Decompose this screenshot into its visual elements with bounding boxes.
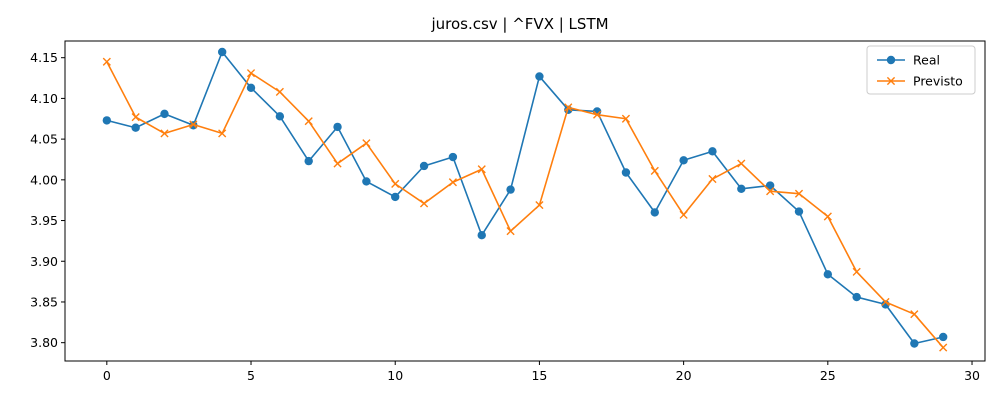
x-tick-label: 20 xyxy=(676,368,692,383)
data-point-previsto xyxy=(160,129,169,138)
y-tick-label: 3.95 xyxy=(30,213,58,228)
data-point-real xyxy=(275,112,285,121)
data-point-real xyxy=(938,332,948,342)
y-tick-label: 4.00 xyxy=(30,172,58,187)
series-line-previsto xyxy=(106,61,944,349)
data-point-real xyxy=(794,207,804,216)
data-point-previsto xyxy=(910,310,919,319)
legend-label-real: Real xyxy=(913,53,940,68)
data-point-real xyxy=(506,185,515,194)
chart-title: juros.csv | ^FVX | LSTM xyxy=(430,15,608,33)
data-point-real xyxy=(708,147,717,156)
x-tick-label: 25 xyxy=(820,368,836,383)
data-point-previsto xyxy=(939,343,948,352)
y-tick-label: 3.80 xyxy=(30,335,58,350)
data-point-real xyxy=(621,168,631,177)
data-point-real xyxy=(419,161,429,171)
data-point-real xyxy=(102,116,112,125)
legend-label-previsto: Previsto xyxy=(913,74,963,89)
data-point-previsto xyxy=(621,114,631,123)
data-point-previsto xyxy=(852,267,861,276)
data-point-real xyxy=(246,83,256,93)
plot-area xyxy=(102,47,948,352)
data-point-previsto xyxy=(131,113,140,122)
legend: Real Previsto xyxy=(866,45,976,95)
data-point-previsto xyxy=(535,200,544,210)
legend-marker-real xyxy=(886,55,896,65)
x-tick-label: 10 xyxy=(387,368,403,383)
data-point-previsto xyxy=(593,110,602,119)
data-point-real xyxy=(910,339,919,348)
data-point-real xyxy=(333,122,342,132)
data-point-previsto xyxy=(477,165,486,174)
data-point-previsto xyxy=(275,87,284,96)
x-tick-label: 15 xyxy=(531,368,547,383)
data-point-real xyxy=(362,177,371,186)
x-tick-label: 30 xyxy=(964,368,980,383)
data-point-real xyxy=(852,292,861,302)
data-point-real xyxy=(679,156,688,165)
data-point-previsto xyxy=(794,189,804,198)
x-tick-label: 5 xyxy=(247,368,255,383)
data-point-real xyxy=(765,181,775,190)
data-point-previsto xyxy=(333,159,342,168)
data-point-real xyxy=(391,192,400,202)
x-tick-label: 0 xyxy=(103,368,111,383)
data-point-real xyxy=(535,72,544,81)
data-point-real xyxy=(448,152,458,162)
data-point-real xyxy=(823,270,833,279)
data-point-previsto xyxy=(650,166,659,175)
y-tick-label: 4.10 xyxy=(30,91,58,106)
data-point-real xyxy=(650,208,659,217)
data-point-previsto xyxy=(189,120,198,129)
data-point-previsto xyxy=(823,212,832,221)
data-point-previsto xyxy=(708,174,717,184)
data-point-real xyxy=(131,123,140,132)
data-point-previsto xyxy=(679,210,688,219)
data-point-previsto xyxy=(102,57,111,66)
data-point-previsto xyxy=(564,103,573,112)
axes-frame xyxy=(64,40,986,362)
data-point-real xyxy=(160,109,169,119)
data-point-previsto xyxy=(448,178,457,187)
y-tick-label: 4.15 xyxy=(30,50,58,65)
data-point-previsto xyxy=(246,69,256,78)
y-tick-label: 3.85 xyxy=(30,294,58,309)
data-point-previsto xyxy=(304,117,313,126)
data-point-previsto xyxy=(737,159,746,168)
y-tick-label: 3.90 xyxy=(30,254,58,269)
data-point-real xyxy=(217,47,227,57)
data-point-previsto xyxy=(218,129,227,138)
data-point-real xyxy=(737,184,746,193)
data-point-real xyxy=(304,156,313,166)
y-tick-label: 4.05 xyxy=(30,132,58,147)
data-point-previsto xyxy=(766,187,775,196)
data-point-real xyxy=(477,230,486,240)
data-point-previsto xyxy=(419,199,429,208)
legend-marker-previsto xyxy=(886,76,896,86)
data-point-previsto xyxy=(391,179,400,188)
data-point-previsto xyxy=(362,139,371,148)
data-point-previsto xyxy=(881,297,890,307)
series-line-real xyxy=(106,51,944,345)
data-point-previsto xyxy=(506,227,515,236)
axes: 0 5 10 15 20 25 30 3.80 3.85 3.90 3.95 4.00 4.05 4.10… xyxy=(30,40,986,383)
